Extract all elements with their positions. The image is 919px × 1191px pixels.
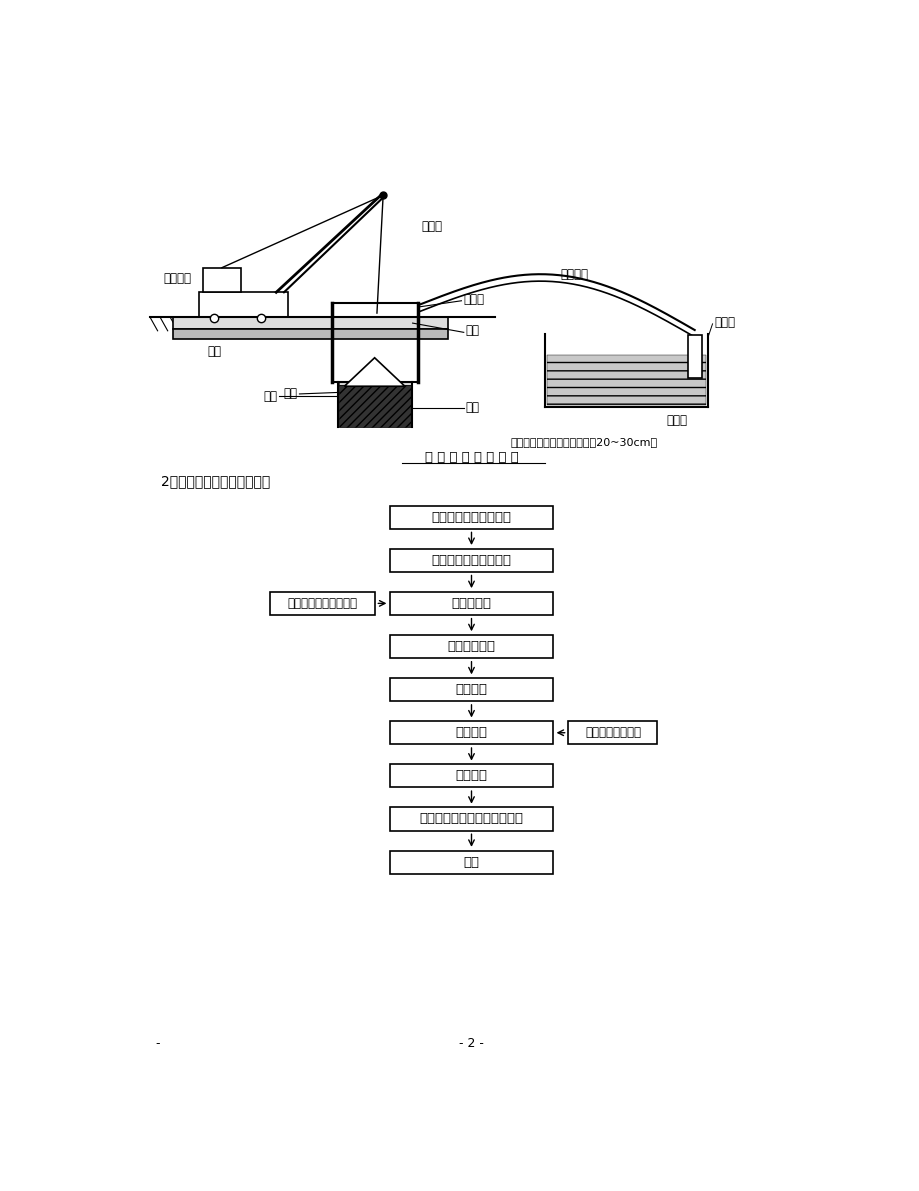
Bar [173,317,448,329]
Text: 冲击钻机: 冲击钻机 [163,272,191,285]
Text: 清孔: 清孔 [463,855,479,868]
Text: 泥浆池及泥浆准备: 泥浆池及泥浆准备 [584,727,641,740]
Text: 冲击钻进: 冲击钻进 [455,727,487,740]
Text: -: - [155,1036,160,1049]
Text: 钢护筒埋设: 钢护筒埋设 [451,597,491,610]
Bar [546,355,706,405]
Bar [390,722,552,744]
Bar [687,336,701,378]
Text: 成孔检测: 成孔检测 [455,769,487,782]
Text: 钻孔平台搭设: 钻孔平台搭设 [447,640,495,653]
Text: 说明：钢护筒直径应大于桩径20~30cm。: 说明：钢护筒直径应大于桩径20~30cm。 [510,437,657,448]
Bar [390,850,552,874]
Bar [390,807,552,830]
Text: 测量精确控制（桩位）: 测量精确控制（桩位） [287,597,357,610]
Text: 桩孔: 桩孔 [264,389,278,403]
Bar [390,592,552,615]
Text: 钢护筒: 钢护筒 [463,293,484,306]
Bar [338,385,411,428]
Polygon shape [344,357,404,386]
Bar [173,329,448,338]
Text: 抽水软管: 抽水软管 [560,268,588,281]
Bar [568,722,657,744]
Text: 冲锤: 冲锤 [283,387,297,400]
Bar [202,268,241,292]
Text: 枕木: 枕木 [207,345,221,358]
Text: 污水泵: 污水泵 [713,316,734,329]
Text: 岩石: 岩石 [465,401,479,414]
Text: 钻机就位: 钻机就位 [455,684,487,696]
Text: 测量放线经监理复核后: 测量放线经监理复核后 [431,511,511,524]
Text: 泥浆: 泥浆 [465,324,479,337]
Text: - 2 -: - 2 - [459,1036,483,1049]
Bar [390,765,552,787]
Bar [390,506,552,529]
Bar [269,592,374,615]
Bar [390,635,552,659]
Text: 冲 击 钻 孔 桩 示 意 图: 冲 击 钻 孔 桩 示 意 图 [425,450,517,463]
Text: 钢丝绳: 钢丝绳 [421,219,442,232]
Bar [338,382,411,385]
Text: 经监理、设计单位验收合格后: 经监理、设计单位验收合格后 [419,812,523,825]
Bar [390,549,552,572]
Text: 2、冲击钻孔施工工艺流程图: 2、冲击钻孔施工工艺流程图 [162,474,270,488]
Text: 泥浆池: 泥浆池 [665,414,686,428]
Text: 场地平台（筑岛）清理: 场地平台（筑岛）清理 [431,554,511,567]
Bar [390,678,552,701]
Bar [199,292,288,317]
